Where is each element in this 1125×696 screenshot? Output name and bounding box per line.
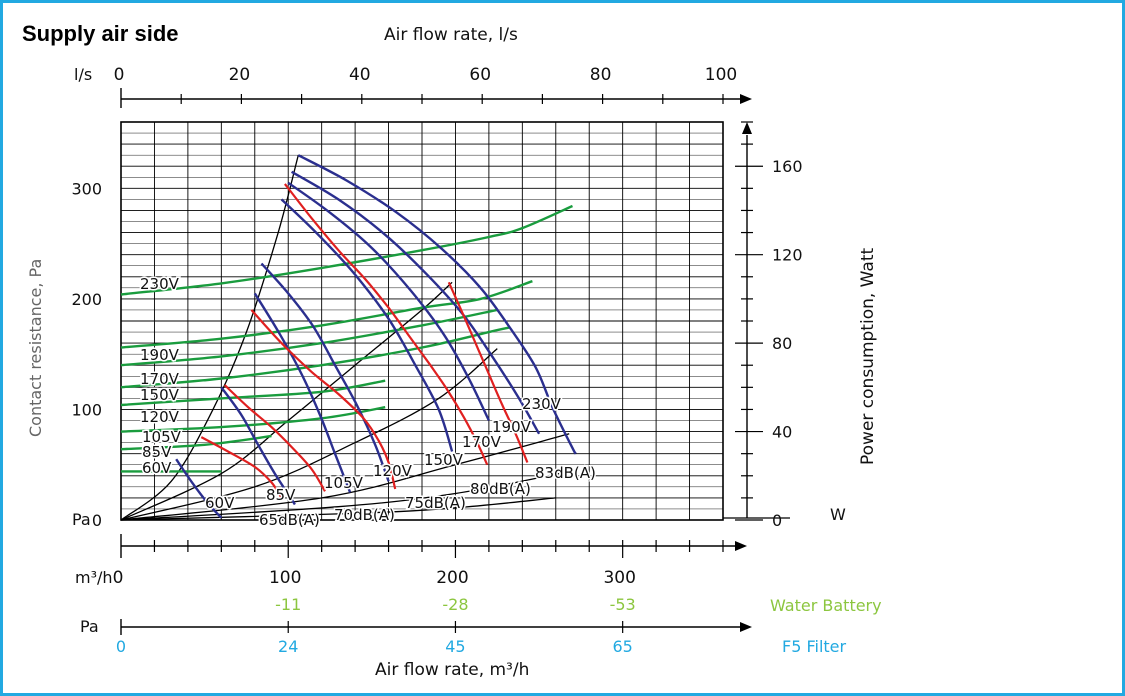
right-axis-tick-label: 0 xyxy=(772,511,782,530)
top-axis-tick-label: 0 xyxy=(114,65,125,85)
system-curve xyxy=(120,433,570,521)
top-axis-arrow xyxy=(740,94,752,104)
bottom-axis-arrow xyxy=(735,541,747,551)
water-battery-value: -11 xyxy=(275,595,301,614)
right-axis-tick-label: 120 xyxy=(772,246,803,265)
water-battery-label: Water Battery xyxy=(770,596,882,615)
right-axis-tick-label: 160 xyxy=(772,157,803,176)
power-curve-label: 120V xyxy=(140,408,180,426)
top-axis-unit: l/s xyxy=(74,65,92,84)
fan-curve xyxy=(175,458,223,519)
bottom-axis-tick-label: 300 xyxy=(603,568,635,588)
power-curve xyxy=(120,308,498,367)
power-curve xyxy=(120,406,386,433)
right-axis-unit: W xyxy=(830,505,846,524)
power-curve-label: 60V xyxy=(142,459,172,477)
fan-curve-label: 230V xyxy=(522,395,562,413)
top-axis-tick-label: 20 xyxy=(229,65,251,85)
sound-curve xyxy=(284,183,489,466)
system-curve xyxy=(120,348,498,521)
sound-curve-label: 65dB(A) xyxy=(259,511,320,529)
fan-curve xyxy=(290,170,541,435)
top-axis-tick-label: 60 xyxy=(469,65,491,85)
fan-curve xyxy=(287,181,490,422)
system-curve xyxy=(120,281,453,521)
left-axis-label: Contact resistance, Pa xyxy=(26,259,45,437)
sound-curve xyxy=(223,384,326,492)
power-curve xyxy=(120,326,510,389)
fan-curve-label: 170V xyxy=(462,433,502,451)
power-curve-label: 105V xyxy=(142,428,182,446)
filter-value: 24 xyxy=(278,637,298,656)
power-curve-label: 85V xyxy=(142,443,172,461)
sound-curve xyxy=(250,309,397,490)
plot-border xyxy=(120,121,724,521)
system-curve xyxy=(120,497,556,521)
left-axis-tick-label: 100 xyxy=(71,400,102,419)
power-curve-label: 190V xyxy=(140,346,180,364)
top-axis-tick-label: 40 xyxy=(349,65,371,85)
top-axis-tick-label: 100 xyxy=(705,65,737,85)
power-curve xyxy=(120,204,573,296)
left-axis-tick-label: 0 xyxy=(92,511,102,530)
grid xyxy=(120,121,724,521)
water-battery-value: -53 xyxy=(610,595,636,614)
chart-title: Supply air side xyxy=(22,21,179,46)
filter-value: 0 xyxy=(116,637,126,656)
fan-curve-label: 105V xyxy=(324,474,364,492)
sound-curve-label: 70dB(A) xyxy=(334,506,395,524)
sound-curve xyxy=(200,436,283,499)
left-axis-tick-label: 300 xyxy=(71,179,102,198)
water-battery-value: -28 xyxy=(442,595,468,614)
fan-curve xyxy=(220,386,296,506)
filter-value: 45 xyxy=(445,637,465,656)
fan-curve-label: 120V xyxy=(373,462,413,480)
filter-label: F5 Filter xyxy=(782,637,847,656)
power-curve xyxy=(120,280,533,349)
pressure-drop-axis-arrow xyxy=(740,622,752,632)
bottom-axis-unit: m³/h xyxy=(75,568,113,587)
bottom-axis-label: Air flow rate, m³/h xyxy=(375,660,529,680)
fan-curve xyxy=(297,154,577,455)
filter-value: 65 xyxy=(612,637,632,656)
pressure-drop-unit: Pa xyxy=(80,617,99,636)
right-axis-label: Power consumption, Watt xyxy=(858,248,878,465)
fan-curve xyxy=(253,292,352,493)
fan-curve-label: 150V xyxy=(424,451,464,469)
power-curve-label: 230V xyxy=(140,275,180,293)
left-axis-tick-label: 200 xyxy=(71,290,102,309)
top-axis-label: Air flow rate, l/s xyxy=(384,25,518,45)
power-curve xyxy=(120,434,272,451)
power-curve-label: 170V xyxy=(140,370,180,388)
bottom-axis-tick-label: 0 xyxy=(113,568,124,588)
bottom-axis-tick-label: 100 xyxy=(269,568,301,588)
fan-curve-label: 60V xyxy=(205,494,235,512)
axes: 0 20 40 60 80 100 0 100 200 300 0 100 200 300 0 40 80 120… xyxy=(71,65,802,656)
right-axis-tick-label: 40 xyxy=(772,423,792,442)
top-axis-tick-label: 80 xyxy=(590,65,612,85)
right-axis-arrow xyxy=(742,122,752,134)
sound-curve-label: 83dB(A) xyxy=(535,464,596,482)
power-curve xyxy=(120,379,386,407)
sound-curve-label: 80dB(A) xyxy=(470,480,531,498)
system-curve xyxy=(120,472,560,521)
left-axis-unit: Pa xyxy=(72,510,91,529)
system-curve xyxy=(120,155,299,521)
power-curve-label: 150V xyxy=(140,386,180,404)
fan-curve-label: 190V xyxy=(492,418,532,436)
right-axis-tick-label: 80 xyxy=(772,334,792,353)
fan-curve xyxy=(280,198,454,452)
sound-curve-label: 75dB(A) xyxy=(405,494,466,512)
fan-curve-label: 85V xyxy=(266,486,296,504)
fan-curve xyxy=(260,262,390,482)
bottom-axis-tick-label: 200 xyxy=(436,568,468,588)
sound-curve xyxy=(447,281,529,463)
